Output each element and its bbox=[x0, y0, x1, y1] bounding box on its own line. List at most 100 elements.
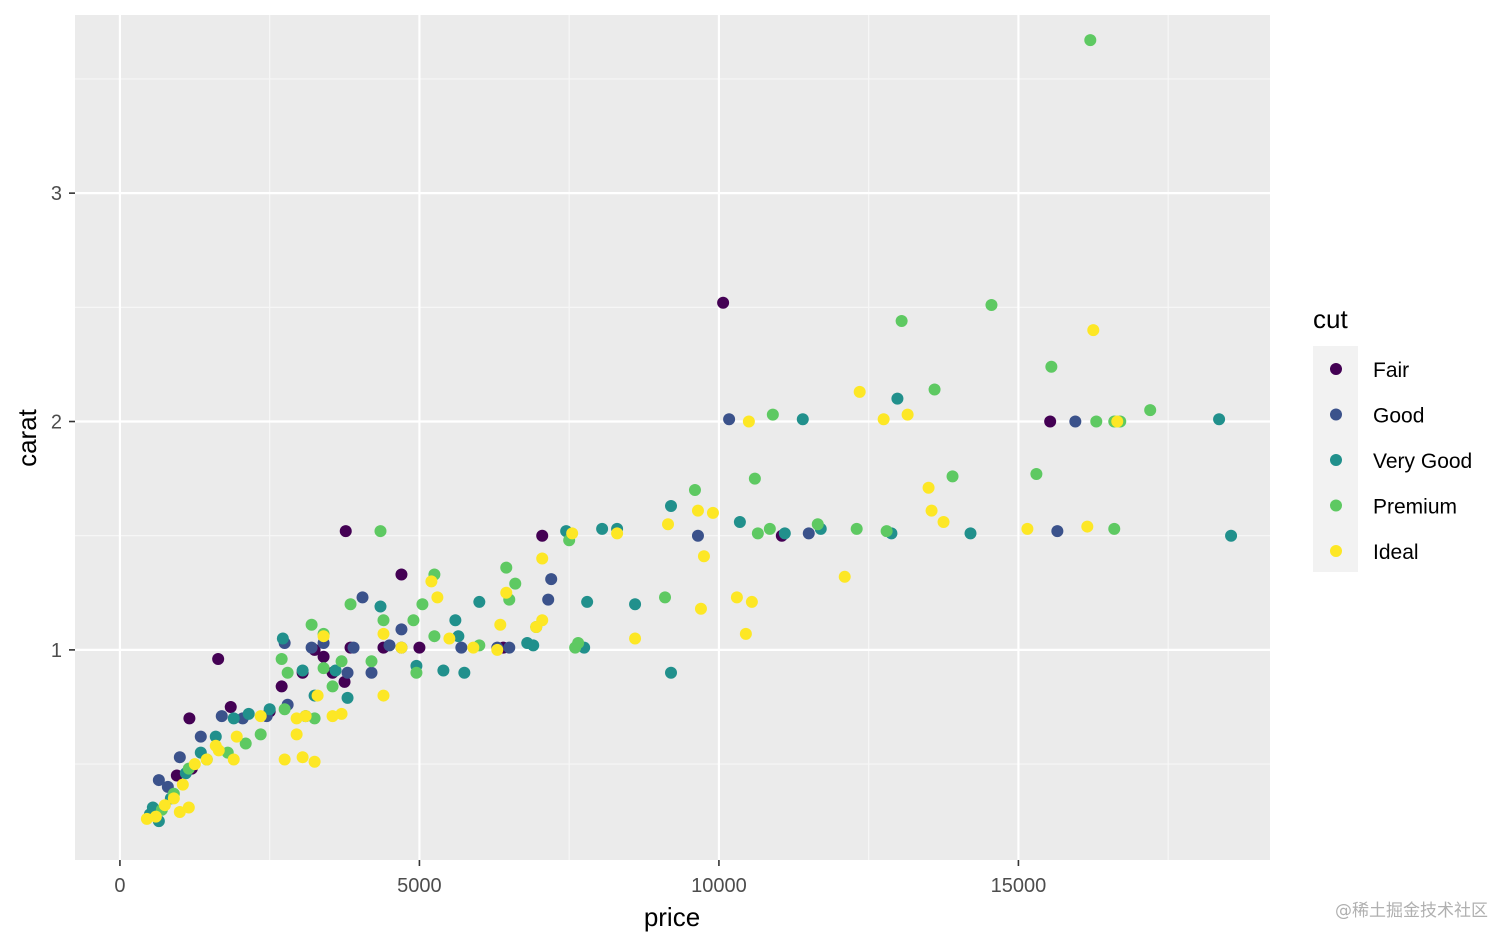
point-premium bbox=[305, 618, 318, 631]
point-ideal bbox=[149, 810, 162, 823]
point-fair bbox=[212, 653, 225, 666]
point-good bbox=[305, 641, 318, 654]
point-ideal bbox=[694, 602, 707, 615]
point-good bbox=[503, 641, 516, 654]
point-very-good bbox=[527, 639, 540, 652]
point-very-good bbox=[964, 527, 977, 540]
point-good bbox=[152, 774, 165, 787]
point-very-good bbox=[449, 614, 462, 627]
point-ideal bbox=[530, 621, 543, 634]
point-ideal bbox=[431, 591, 444, 604]
y-tick-label: 3 bbox=[51, 183, 62, 205]
point-premium bbox=[407, 614, 420, 627]
point-very-good bbox=[437, 664, 450, 677]
point-premium bbox=[985, 299, 998, 312]
point-fair bbox=[183, 712, 196, 725]
point-ideal bbox=[739, 627, 752, 640]
point-premium bbox=[895, 315, 908, 328]
legend-title: cut bbox=[1313, 304, 1348, 334]
point-ideal bbox=[296, 751, 309, 764]
point-ideal bbox=[209, 739, 222, 752]
legend-key-ideal bbox=[1330, 545, 1342, 557]
point-ideal bbox=[188, 758, 201, 771]
point-fair bbox=[395, 568, 408, 581]
point-premium bbox=[335, 655, 348, 668]
legend: cut Fair Good Very Good Premium Ideal bbox=[1313, 304, 1472, 572]
point-ideal bbox=[697, 550, 710, 563]
point-ideal bbox=[200, 753, 213, 766]
point-premium bbox=[1090, 415, 1103, 428]
point-good bbox=[341, 666, 354, 679]
legend-key-fair bbox=[1330, 363, 1342, 375]
point-good bbox=[802, 527, 815, 540]
point-good bbox=[383, 639, 396, 652]
point-ideal bbox=[662, 518, 675, 531]
point-very-good bbox=[146, 801, 159, 814]
axes: 0 5000 10000 15000 1 2 3 bbox=[51, 183, 1046, 897]
point-very-good bbox=[276, 632, 289, 645]
point-premium bbox=[416, 598, 429, 611]
point-ideal bbox=[290, 712, 303, 725]
point-ideal bbox=[1081, 520, 1094, 533]
point-very-good bbox=[329, 664, 342, 677]
x-tick-label: 10000 bbox=[691, 875, 747, 897]
point-fair bbox=[317, 650, 330, 663]
point-fair bbox=[275, 680, 288, 693]
point-very-good bbox=[665, 500, 678, 513]
point-good bbox=[1069, 415, 1082, 428]
point-premium bbox=[1045, 360, 1058, 373]
point-ideal bbox=[611, 527, 624, 540]
point-premium bbox=[928, 383, 941, 396]
point-ideal bbox=[500, 586, 513, 599]
point-ideal bbox=[691, 504, 704, 517]
point-good bbox=[215, 710, 228, 723]
point-premium bbox=[811, 518, 824, 531]
point-very-good bbox=[227, 712, 240, 725]
point-ideal bbox=[167, 792, 180, 805]
point-premium bbox=[659, 591, 672, 604]
point-premium bbox=[500, 561, 513, 574]
point-very-good bbox=[473, 595, 486, 608]
legend-label-very-good: Very Good bbox=[1373, 450, 1472, 473]
point-ideal bbox=[176, 778, 189, 791]
point-ideal bbox=[629, 632, 642, 645]
legend-key-very-good bbox=[1330, 454, 1342, 466]
point-good bbox=[455, 641, 468, 654]
point-ideal bbox=[742, 415, 755, 428]
point-fair bbox=[717, 296, 730, 309]
point-ideal bbox=[1087, 324, 1100, 337]
point-ideal bbox=[536, 552, 549, 565]
point-very-good bbox=[796, 413, 809, 426]
legend-key-premium bbox=[1330, 499, 1342, 512]
point-ideal bbox=[377, 627, 390, 640]
point-very-good bbox=[296, 664, 309, 677]
point-ideal bbox=[491, 643, 504, 656]
point-premium bbox=[428, 630, 441, 643]
point-premium bbox=[377, 614, 390, 627]
point-good bbox=[1051, 525, 1064, 538]
point-ideal bbox=[317, 630, 330, 643]
point-ideal bbox=[937, 516, 950, 528]
y-axis-title: carat bbox=[12, 408, 42, 467]
point-very-good bbox=[629, 598, 642, 611]
point-ideal bbox=[158, 799, 171, 812]
point-good bbox=[395, 623, 408, 636]
point-very-good bbox=[209, 730, 222, 743]
x-tick-label: 0 bbox=[114, 875, 125, 897]
legend-key-good bbox=[1330, 408, 1342, 421]
legend-label-premium: Premium bbox=[1373, 496, 1457, 519]
x-tick-label: 15000 bbox=[991, 875, 1047, 897]
point-premium bbox=[278, 703, 291, 716]
x-tick-label: 5000 bbox=[397, 875, 442, 897]
point-fair bbox=[339, 525, 352, 538]
point-very-good bbox=[263, 703, 276, 716]
point-premium bbox=[365, 655, 378, 668]
point-very-good bbox=[374, 600, 387, 613]
point-ideal bbox=[311, 689, 324, 702]
point-ideal bbox=[925, 504, 938, 517]
point-ideal bbox=[326, 710, 339, 723]
point-ideal bbox=[566, 527, 579, 540]
point-good bbox=[723, 413, 736, 426]
point-ideal bbox=[395, 641, 408, 654]
point-very-good bbox=[1225, 529, 1238, 542]
